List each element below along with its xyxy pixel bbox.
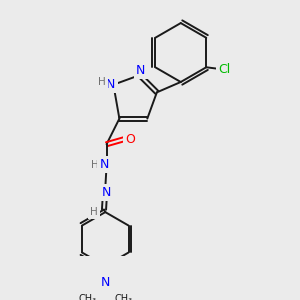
Text: H: H bbox=[90, 207, 98, 217]
Text: H: H bbox=[98, 77, 106, 87]
Text: CH₃: CH₃ bbox=[78, 294, 96, 300]
Text: CH₃: CH₃ bbox=[114, 294, 132, 300]
Text: O: O bbox=[125, 133, 135, 146]
Text: N: N bbox=[106, 78, 116, 91]
Text: N: N bbox=[100, 276, 110, 289]
Text: Cl: Cl bbox=[219, 63, 231, 76]
Text: N: N bbox=[136, 64, 146, 77]
Text: N: N bbox=[99, 158, 109, 171]
Text: H: H bbox=[91, 160, 99, 170]
Text: N: N bbox=[101, 186, 111, 199]
